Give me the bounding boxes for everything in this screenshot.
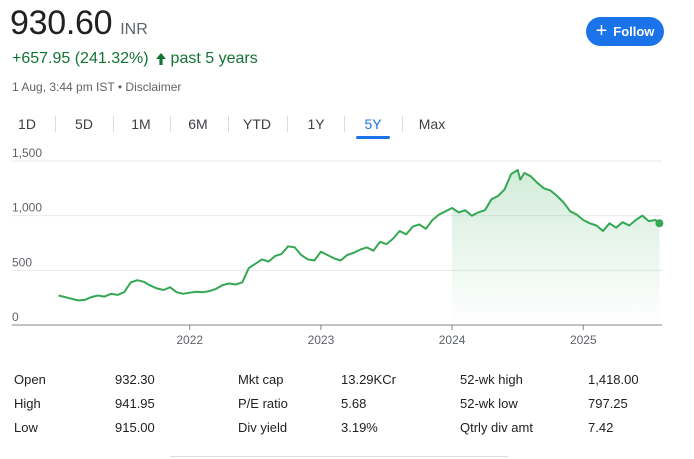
stat-label-52wk-low: 52-wk low (460, 396, 518, 411)
last-price-dot (655, 219, 664, 228)
tab-divider (170, 116, 171, 132)
timestamp: 1 Aug, 3:44 pm IST (12, 80, 115, 94)
stat-value-52wk-low: 797.25 (588, 396, 628, 411)
stat-value-mkt-cap: 13.29KCr (341, 372, 396, 387)
tab-divider (402, 116, 403, 132)
range-tabs: 1D 5D 1M 6M YTD 1Y 5Y Max (0, 110, 470, 138)
price-change: +657.95 (241.32%) past 5 years (12, 50, 258, 68)
stat-label-high: High (14, 396, 41, 411)
price-area (452, 170, 660, 325)
tab-5d[interactable]: 5D (75, 116, 93, 132)
tab-divider (344, 116, 345, 132)
bottom-divider (170, 456, 508, 457)
x-tick-label: 2024 (439, 333, 466, 347)
stat-label-div-yield: Div yield (238, 420, 288, 435)
tab-divider (228, 116, 229, 132)
change-period: past 5 years (170, 50, 258, 67)
meta-separator: • (117, 80, 123, 94)
x-tick-label: 2025 (570, 333, 597, 347)
stat-label-mkt-cap: Mkt cap (238, 372, 284, 387)
stat-value-pe-ratio: 5.68 (341, 396, 367, 411)
stat-value-52wk-high: 1,418.00 (588, 372, 639, 387)
price-chart[interactable]: 0 500 1,000 1,500 2022 2023 2024 2025 (0, 148, 694, 353)
x-tick-label: 2023 (308, 333, 335, 347)
stat-value-div-yield: 3.19% (341, 420, 378, 435)
stat-label-low: Low (14, 420, 38, 435)
tab-1d[interactable]: 1D (18, 116, 36, 132)
stat-value-high: 941.95 (115, 396, 155, 411)
tab-6m[interactable]: 6M (188, 116, 208, 132)
currency-label: INR (120, 21, 148, 38)
tab-ytd[interactable]: YTD (243, 116, 271, 132)
y-tick-label: 0 (12, 310, 19, 324)
quote-meta: 1 Aug, 3:44 pm IST • Disclaimer (12, 80, 181, 94)
tab-divider (287, 116, 288, 132)
plus-icon: + (595, 19, 608, 42)
current-price: 930.60 (10, 4, 113, 42)
stat-value-low: 915.00 (115, 420, 155, 435)
change-value: +657.95 (241.32%) (12, 50, 149, 67)
tab-divider (55, 116, 56, 132)
tab-5y[interactable]: 5Y (356, 110, 390, 138)
stat-label-pe-ratio: P/E ratio (238, 396, 288, 411)
price-line (58, 169, 661, 302)
tab-divider (113, 116, 114, 132)
follow-label: Follow (613, 24, 655, 39)
price-header: 930.60 INR (10, 4, 148, 43)
x-tick-label: 2022 (176, 333, 203, 347)
arrow-up-icon (155, 52, 167, 66)
stat-label-qtrly-div: Qtrly div amt (460, 420, 533, 435)
tab-max[interactable]: Max (418, 116, 446, 132)
tab-1m[interactable]: 1M (131, 116, 151, 132)
stat-label-open: Open (14, 372, 46, 387)
y-tick-label: 1,000 (12, 201, 42, 215)
tab-1y[interactable]: 1Y (307, 116, 325, 132)
y-tick-label: 1,500 (12, 148, 42, 160)
stat-label-52wk-high: 52-wk high (460, 372, 523, 387)
stat-value-qtrly-div: 7.42 (588, 420, 614, 435)
stat-value-open: 932.30 (115, 372, 155, 387)
disclaimer-link[interactable]: Disclaimer (125, 80, 182, 94)
follow-button[interactable]: + Follow (586, 17, 664, 46)
y-tick-label: 500 (12, 255, 32, 269)
